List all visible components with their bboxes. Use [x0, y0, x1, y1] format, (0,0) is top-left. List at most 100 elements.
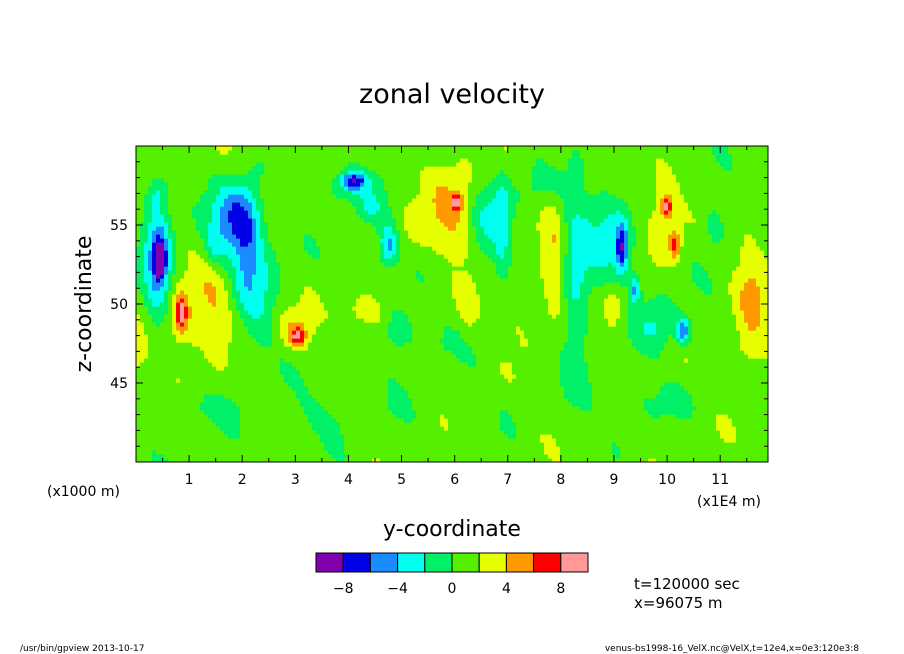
heatmap-cell — [296, 418, 301, 423]
heatmap-cell — [732, 342, 737, 347]
heatmap-cell — [568, 362, 573, 367]
heatmap-cell — [288, 450, 293, 455]
heatmap-cell — [688, 422, 693, 427]
heatmap-cell — [364, 394, 369, 399]
heatmap-cell — [464, 398, 469, 403]
heatmap-cell — [292, 414, 297, 419]
heatmap-cell — [404, 338, 409, 343]
heatmap-cell — [396, 402, 401, 407]
heatmap-cell — [724, 398, 729, 403]
heatmap-cell — [288, 398, 293, 403]
heatmap-cell — [636, 358, 641, 363]
heatmap-cell — [432, 438, 437, 443]
heatmap-cell — [380, 406, 385, 411]
heatmap-cell — [568, 426, 573, 431]
heatmap-cell — [460, 366, 465, 371]
heatmap-cell — [268, 394, 273, 399]
heatmap-cell — [136, 358, 141, 363]
heatmap-cell — [436, 378, 441, 383]
heatmap-cell — [460, 418, 465, 423]
heatmap-cell — [196, 338, 201, 343]
heatmap-cell — [380, 438, 385, 443]
heatmap-cell — [716, 338, 721, 343]
heatmap-cell — [604, 418, 609, 423]
heatmap-cell — [628, 430, 633, 435]
heatmap-cell — [276, 374, 281, 379]
heatmap-cell — [760, 354, 765, 359]
heatmap-cell — [344, 418, 349, 423]
heatmap-cell — [480, 438, 485, 443]
heatmap-cell — [340, 374, 345, 379]
heatmap-cell — [372, 378, 377, 383]
heatmap-cell — [556, 354, 561, 359]
heatmap-cell — [720, 382, 725, 387]
heatmap-cell — [320, 434, 325, 439]
heatmap-cell — [320, 378, 325, 383]
heatmap-cell — [272, 338, 277, 343]
heatmap-cell — [652, 378, 657, 383]
heatmap-cell — [268, 378, 273, 383]
heatmap-cell — [632, 430, 637, 435]
heatmap-cell — [740, 450, 745, 455]
heatmap-cell — [604, 410, 609, 415]
heatmap-cell — [268, 438, 273, 443]
heatmap-cell — [280, 414, 285, 419]
heatmap-cell — [616, 398, 621, 403]
heatmap-cell — [224, 446, 229, 451]
heatmap-cell — [456, 366, 461, 371]
heatmap-cell — [704, 426, 709, 431]
heatmap-cell — [252, 342, 257, 347]
heatmap-cell — [632, 434, 637, 439]
heatmap-cell — [208, 342, 213, 347]
heatmap-cell — [336, 438, 341, 443]
heatmap-cell — [468, 410, 473, 415]
heatmap-cell — [316, 398, 321, 403]
heatmap-cell — [408, 438, 413, 443]
heatmap-cell — [292, 386, 297, 391]
heatmap-cell — [384, 350, 389, 355]
heatmap-cell — [140, 390, 145, 395]
heatmap-cell — [416, 362, 421, 367]
heatmap-cell — [464, 346, 469, 351]
heatmap-cell — [192, 454, 197, 459]
heatmap-cell — [356, 418, 361, 423]
heatmap-cell — [692, 362, 697, 367]
heatmap-cell — [648, 398, 653, 403]
heatmap-cell — [560, 374, 565, 379]
heatmap-cell — [212, 334, 217, 339]
heatmap-cell — [472, 422, 477, 427]
heatmap-cell — [496, 434, 501, 439]
heatmap-cell — [644, 418, 649, 423]
heatmap-cell — [324, 374, 329, 379]
heatmap-cell — [452, 342, 457, 347]
heatmap-cell — [252, 370, 257, 375]
heatmap-cell — [524, 338, 529, 343]
heatmap-cell — [168, 346, 173, 351]
heatmap-cell — [340, 350, 345, 355]
heatmap-cell — [588, 386, 593, 391]
heatmap-cell — [640, 362, 645, 367]
heatmap-cell — [512, 342, 517, 347]
heatmap-cell — [208, 350, 213, 355]
heatmap-cell — [660, 398, 665, 403]
heatmap-cell — [620, 354, 625, 359]
heatmap-cell — [676, 442, 681, 447]
heatmap-cell — [680, 454, 685, 459]
heatmap-cell — [368, 342, 373, 347]
heatmap-cell — [440, 334, 445, 339]
heatmap-cell — [176, 406, 181, 411]
heatmap-cell — [320, 342, 325, 347]
heatmap-cell — [540, 450, 545, 455]
heatmap-cell — [388, 342, 393, 347]
heatmap-cell — [180, 430, 185, 435]
heatmap-cell — [436, 410, 441, 415]
heatmap-cell — [408, 414, 413, 419]
heatmap-cell — [468, 366, 473, 371]
heatmap-cell — [252, 338, 257, 343]
heatmap-cell — [424, 370, 429, 375]
heatmap-cell — [296, 374, 301, 379]
heatmap-cell — [744, 418, 749, 423]
heatmap-cell — [492, 382, 497, 387]
heatmap-cell — [136, 374, 141, 379]
heatmap-cell — [672, 390, 677, 395]
